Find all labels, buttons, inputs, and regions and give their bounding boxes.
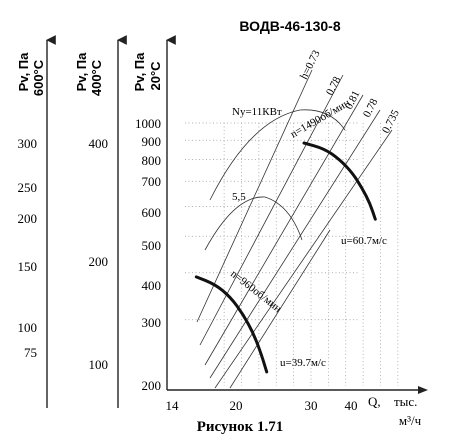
series-layer [194,141,377,374]
axis-600c: Pv, Па 600°С 300 250 200 150 100 75 [16,35,56,408]
axis-20c-label-top: Pv, Па [132,52,147,92]
efficiency-label: h=0.73 [298,48,323,81]
axis-20c-tick: 600 [142,205,162,220]
axis-20c-tick: 800 [142,153,162,168]
x-tick: 14 [166,398,180,413]
axis-20c-tick: 300 [142,315,162,330]
axis-20c-tick: 400 [142,278,162,293]
velocity-annotation-1: u=60.7м/с [341,235,387,247]
diagonal-line [199,74,344,346]
axis-20c-tick: 500 [142,238,162,253]
axis-20c: Pv, Па 20°С 1000 900 800 700 600 500 400… [132,35,176,393]
power-annotation: Ny=11КВт [232,106,282,118]
series-label-1490: n=1490об/мин [289,97,353,141]
power-curve-5-5kw [204,196,303,251]
series-line-0 [302,141,377,221]
axis-600c-tick: 100 [18,320,38,335]
x-axis: 14 20 30 40 Q, тыс. м³/ч [166,386,428,428]
diagonal-line [229,229,331,389]
axis-600c-label-top: Pv, Па [16,52,31,92]
dotted-grid [185,122,399,386]
figure-caption: Рисунок 1.71 [197,419,284,435]
axis-20c-tick: 700 [142,174,162,189]
efficiency-label: 0.78 [361,96,381,119]
axis-20c-label-bottom: 20°С [148,61,163,91]
axis-600c-label-bottom: 600°С [31,59,46,96]
efficiency-label: 0.78 [324,74,344,97]
x-label-tys: тыс. [394,394,417,409]
power-annotation-2: 5,5 [232,191,246,203]
diagonal-line [214,129,393,389]
axis-20c-tick: 1000 [135,116,161,131]
chart-title: ВОДВ-46-130-8 [239,18,340,34]
x-label-q: Q, [368,394,381,409]
velocity-annotation-2: u=39.7м/с [280,357,326,369]
diagonal-line [209,109,381,379]
axis-600c-tick: 300 [18,136,38,151]
axis-600c-tick: 200 [18,211,38,226]
axis-20c-tick: 200 [142,378,162,393]
efficiency-label: 0.735 [380,107,402,135]
diagonal-lines [196,69,393,389]
axis-400c-tick: 400 [89,136,109,151]
axis-400c-label-top: Pv, Па [74,52,89,92]
axis-400c-label-bottom: 400°С [89,59,104,96]
power-curves [204,109,346,251]
axis-600c-tick: 75 [24,345,37,360]
axis-400c-tick: 200 [89,254,109,269]
axis-20c-tick: 900 [142,134,162,149]
axis-400c: Pv, Па 400°С 400 200 100 [74,35,127,408]
x-tick: 40 [345,398,358,413]
power-curve-11kw [209,109,346,201]
axis-400c-tick: 100 [89,357,109,372]
x-tick: 20 [230,398,243,413]
series-line-1 [194,275,269,374]
x-label-units: м³/ч [399,413,422,428]
axis-600c-tick: 250 [18,180,38,195]
diagonal-line [204,94,364,366]
axis-600c-tick: 150 [18,259,38,274]
x-tick: 30 [305,398,318,413]
